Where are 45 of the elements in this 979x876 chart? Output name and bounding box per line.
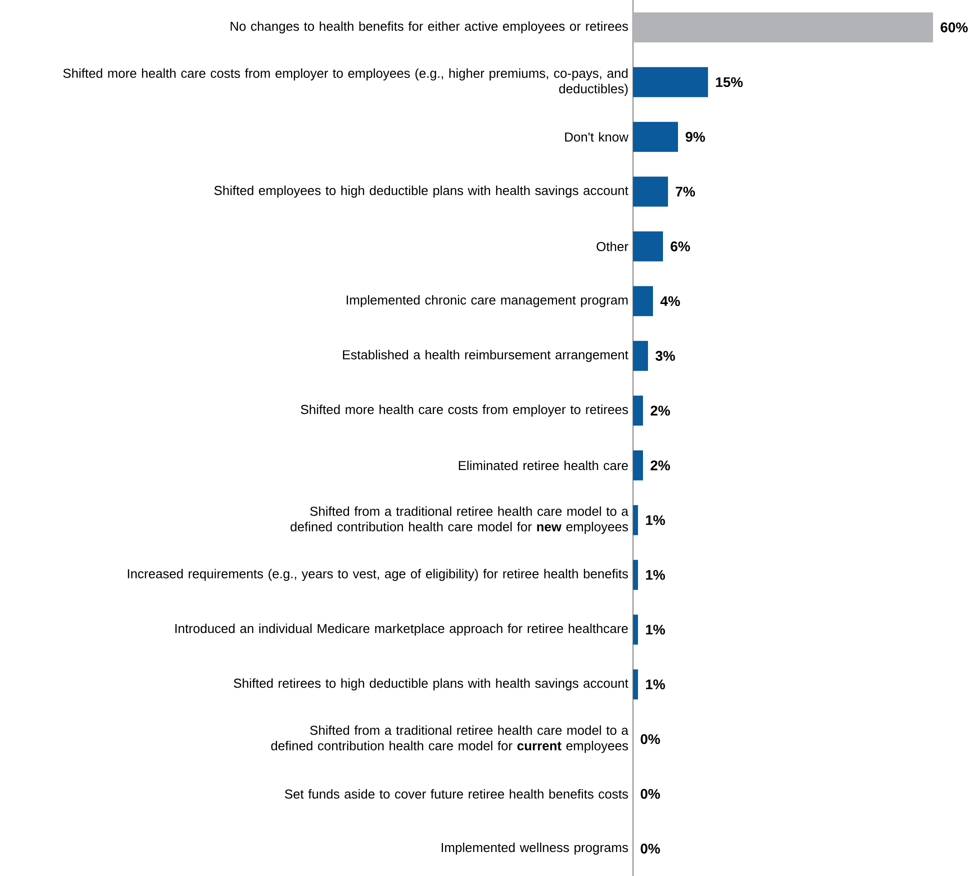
y-tick-label: Other — [596, 242, 628, 252]
data-label: 60% — [940, 22, 968, 32]
y-tick-label: Don't know — [565, 132, 628, 142]
data-label: 4% — [660, 296, 680, 306]
y-tick-label: Shifted more health care costs from employer to employees (e.g., higher premiums, co-pays, and deductibles) — [63, 68, 628, 96]
bar — [632, 122, 678, 152]
bar — [632, 450, 643, 480]
data-label: 3% — [656, 350, 675, 361]
data-label: 0% — [640, 788, 660, 799]
data-label: 1% — [646, 624, 665, 635]
y-tick-label: Implemented chronic care management program — [346, 295, 628, 308]
y-tick-label: Introduced an individual Medicare marketplace approach for retiree healthcare — [175, 624, 628, 636]
data-label: 0% — [640, 734, 660, 744]
bar — [632, 12, 933, 42]
y-tick-label: Shifted from a traditional retiree health care model to a defined contribution health care model for current employees — [271, 725, 628, 753]
bar — [632, 286, 653, 316]
data-label: 0% — [640, 844, 660, 854]
y-tick-label: Set funds aside to cover future retiree health benefits costs — [284, 789, 628, 799]
bar — [632, 231, 663, 262]
bar — [632, 505, 638, 536]
data-label: 1% — [646, 679, 665, 690]
data-label: 2% — [650, 406, 670, 416]
bar — [632, 614, 638, 645]
y-tick-label: Established a health reimbursement arrangement — [343, 350, 628, 362]
data-label: 7% — [676, 186, 695, 197]
y-tick-label: Shifted more health care costs from employer to retirees — [300, 404, 628, 417]
bar — [632, 67, 708, 98]
bar — [632, 396, 643, 426]
bar — [632, 669, 638, 700]
y-tick-label: No changes to health benefits for either active employees or retirees — [230, 21, 628, 34]
y-tick-label: Eliminated retiree health care — [458, 460, 628, 470]
data-label: 15% — [716, 77, 743, 88]
y-tick-label: Shifted from a traditional retiree health care model to a defined contribution health care model for new employees — [290, 506, 628, 534]
y-tick-label: Shifted retirees to high deductible plans with health savings account — [234, 678, 628, 690]
y-tick-label: Shifted employees to high deductible plans with health savings account — [214, 186, 628, 198]
bar — [632, 176, 668, 207]
y-tick-label: Implemented wellness programs — [442, 842, 628, 855]
data-label: 1% — [646, 570, 665, 580]
bar — [632, 340, 648, 371]
data-label: 1% — [646, 515, 665, 526]
data-label: 6% — [670, 241, 690, 252]
y-tick-label: Increased requirements (e.g., years to vest, age of eligibility) for retiree health benefits — [128, 568, 628, 581]
bar — [632, 560, 638, 590]
data-label: 2% — [650, 460, 670, 470]
data-label: 9% — [686, 132, 705, 142]
